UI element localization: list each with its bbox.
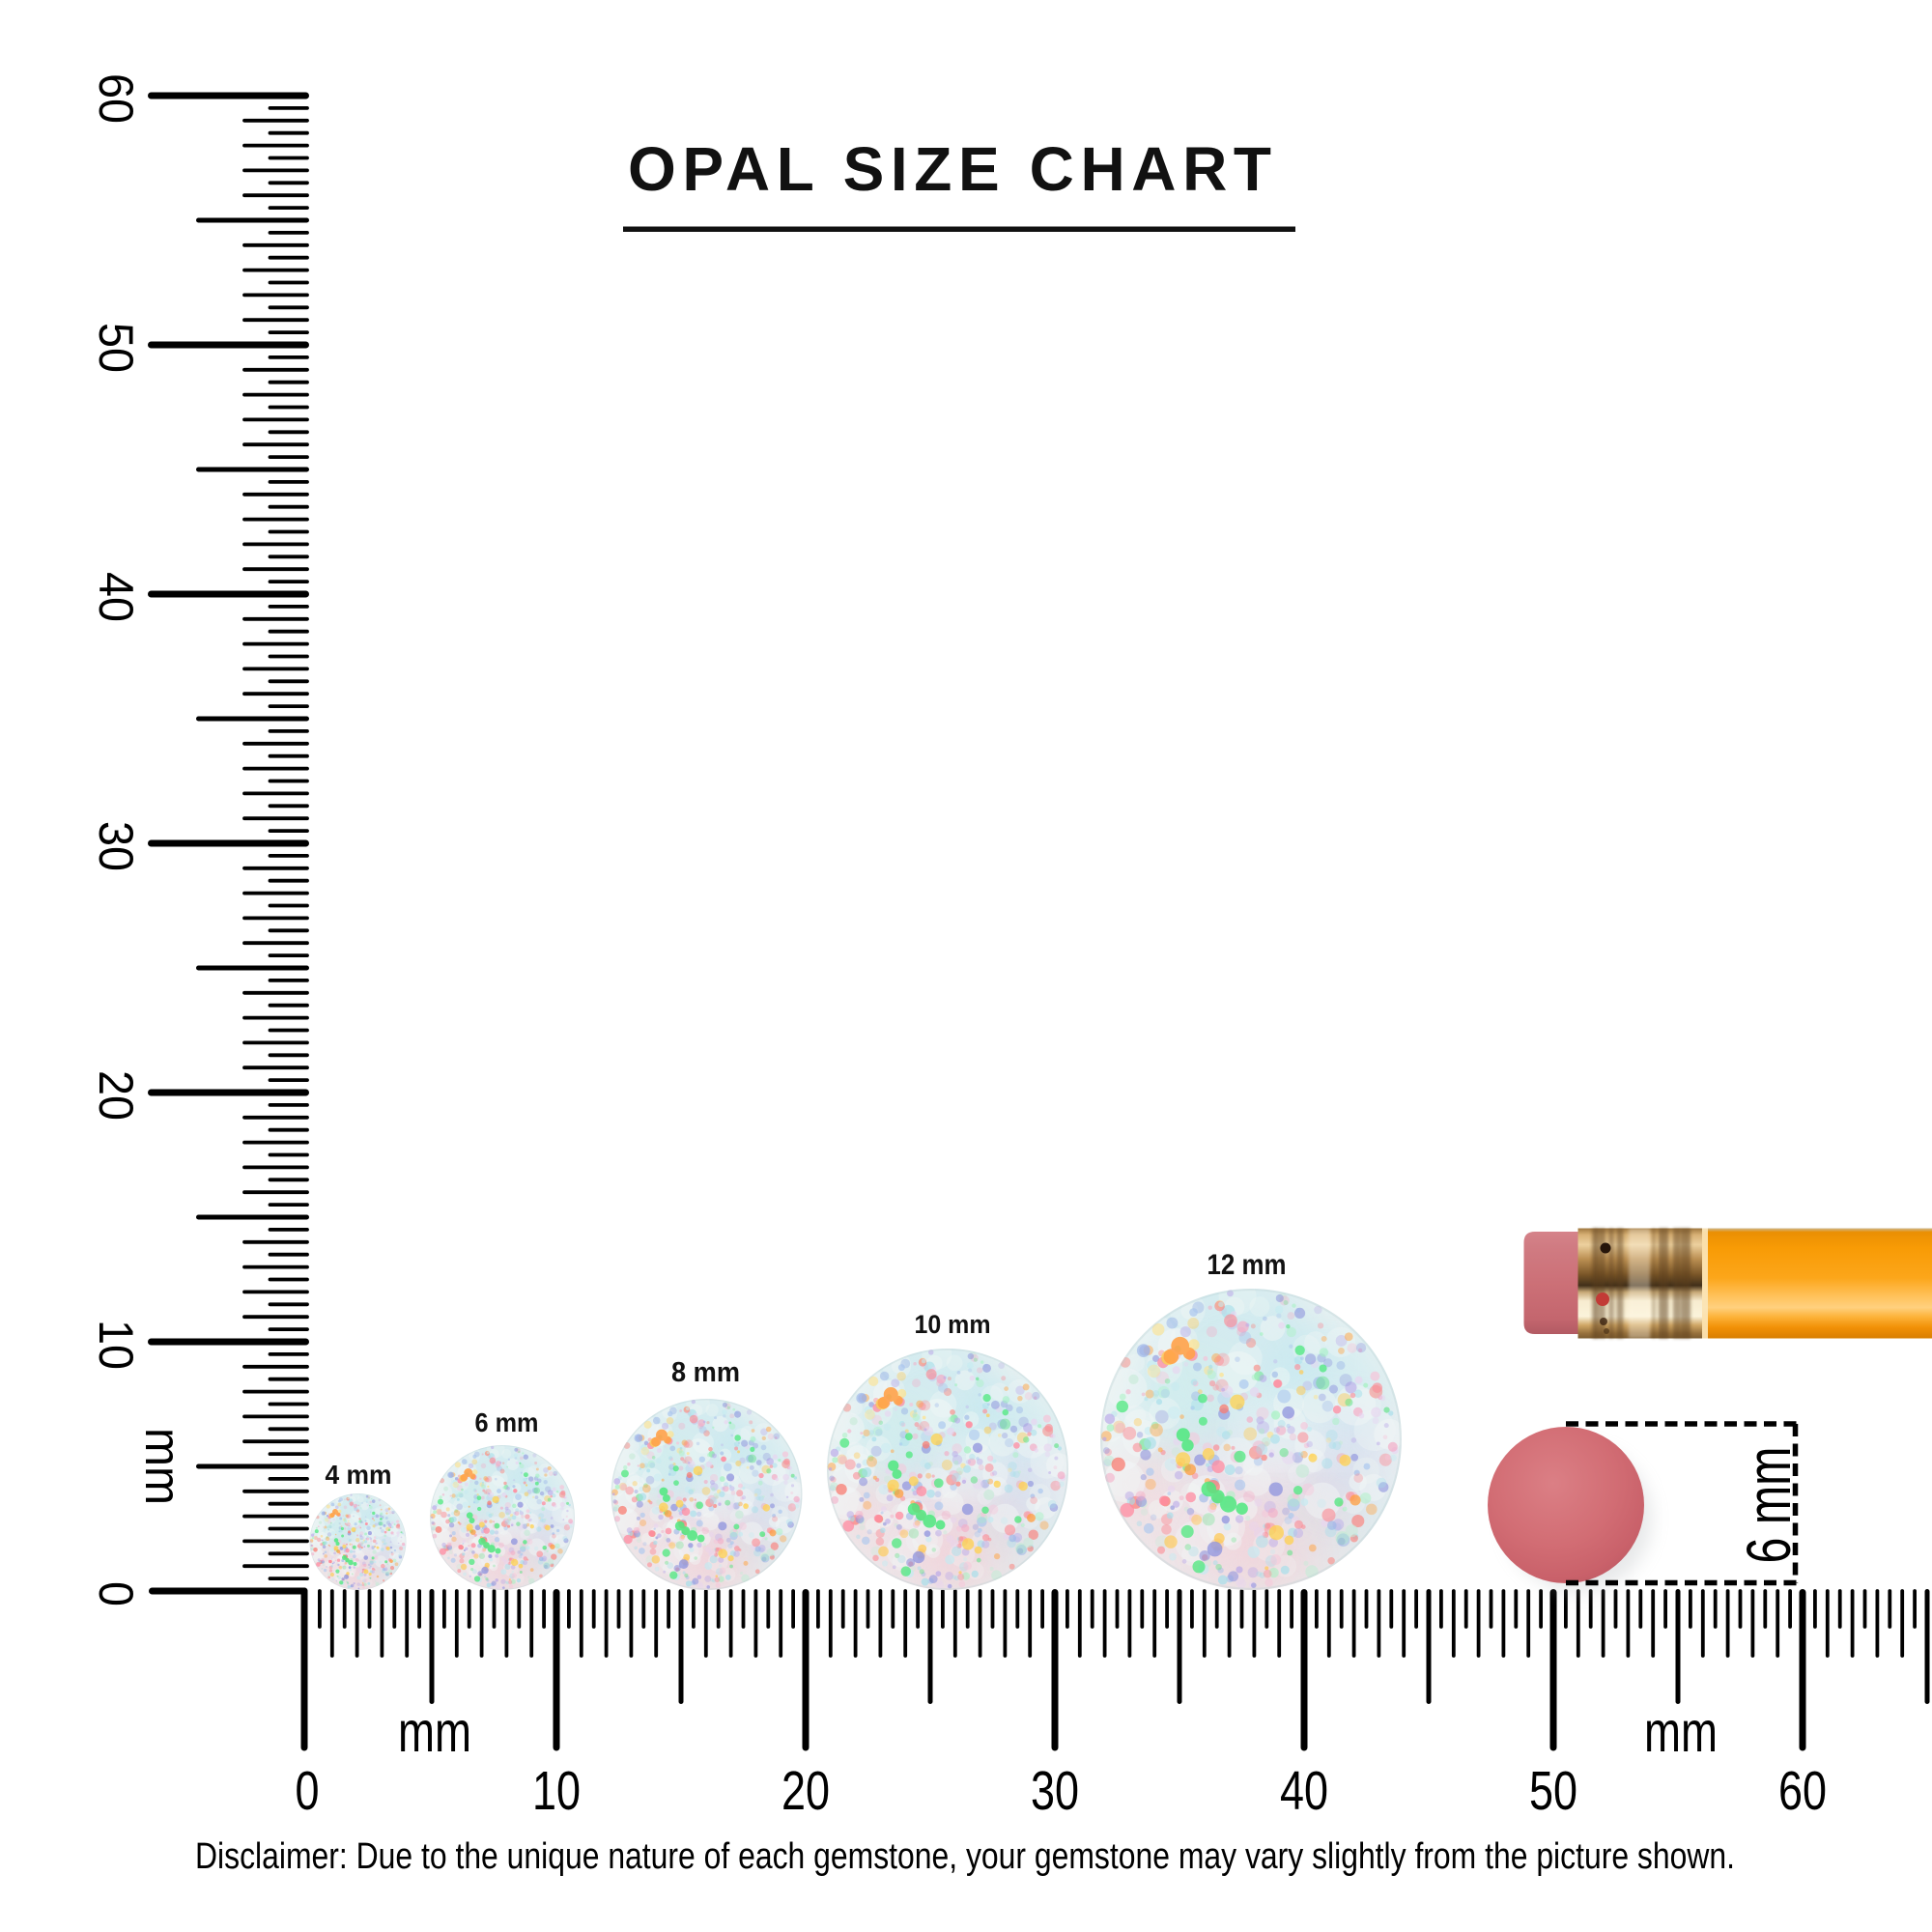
svg-text:Disclaimer: Due to the unique: Disclaimer: Due to the unique nature of … bbox=[195, 1836, 1735, 1877]
svg-text:6 mm: 6 mm bbox=[475, 1407, 539, 1437]
svg-text:10: 10 bbox=[89, 1320, 143, 1370]
svg-text:10 mm: 10 mm bbox=[915, 1310, 991, 1339]
svg-text:mm: mm bbox=[1644, 1700, 1718, 1764]
svg-text:20: 20 bbox=[89, 1070, 143, 1121]
svg-text:8 mm: 8 mm bbox=[671, 1357, 740, 1388]
svg-text:20: 20 bbox=[781, 1760, 830, 1822]
svg-text:40: 40 bbox=[89, 572, 143, 622]
svg-text:mm: mm bbox=[134, 1428, 190, 1505]
svg-text:40: 40 bbox=[1280, 1760, 1328, 1822]
svg-text:OPAL SIZE CHART: OPAL SIZE CHART bbox=[628, 134, 1271, 204]
svg-text:50: 50 bbox=[89, 323, 143, 373]
svg-text:mm: mm bbox=[398, 1700, 471, 1764]
svg-text:30: 30 bbox=[89, 821, 143, 871]
svg-text:60: 60 bbox=[1778, 1760, 1827, 1822]
svg-text:6 mm: 6 mm bbox=[1734, 1447, 1804, 1564]
svg-text:0: 0 bbox=[89, 1581, 143, 1606]
svg-text:10: 10 bbox=[532, 1760, 581, 1822]
svg-text:4 mm: 4 mm bbox=[326, 1460, 392, 1490]
svg-text:30: 30 bbox=[1031, 1760, 1079, 1822]
svg-text:0: 0 bbox=[296, 1760, 320, 1822]
svg-text:50: 50 bbox=[1529, 1760, 1577, 1822]
svg-text:12 mm: 12 mm bbox=[1208, 1249, 1287, 1281]
svg-text:60: 60 bbox=[89, 73, 143, 124]
